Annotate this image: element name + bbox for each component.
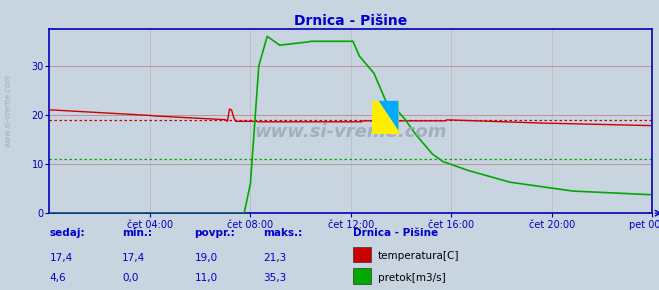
Text: 17,4: 17,4 — [49, 253, 72, 263]
Text: povpr.:: povpr.: — [194, 228, 235, 238]
Text: temperatura[C]: temperatura[C] — [378, 251, 459, 261]
Text: min.:: min.: — [122, 228, 152, 238]
Text: 11,0: 11,0 — [194, 273, 217, 283]
Text: Drnica - Pišine: Drnica - Pišine — [353, 228, 438, 238]
Text: 19,0: 19,0 — [194, 253, 217, 263]
Text: maks.:: maks.: — [264, 228, 303, 238]
Text: 0,0: 0,0 — [122, 273, 138, 283]
Text: sedaj:: sedaj: — [49, 228, 85, 238]
Text: 4,6: 4,6 — [49, 273, 66, 283]
Title: Drnica - Pišine: Drnica - Pišine — [295, 14, 407, 28]
Polygon shape — [372, 101, 399, 134]
Text: www.si-vreme.com: www.si-vreme.com — [254, 123, 447, 141]
Text: 17,4: 17,4 — [122, 253, 145, 263]
Bar — [372, 101, 386, 134]
Polygon shape — [379, 101, 399, 131]
Text: 21,3: 21,3 — [264, 253, 287, 263]
Text: pretok[m3/s]: pretok[m3/s] — [378, 273, 445, 282]
Text: 35,3: 35,3 — [264, 273, 287, 283]
Text: www.si-vreme.com: www.si-vreme.com — [3, 74, 13, 146]
